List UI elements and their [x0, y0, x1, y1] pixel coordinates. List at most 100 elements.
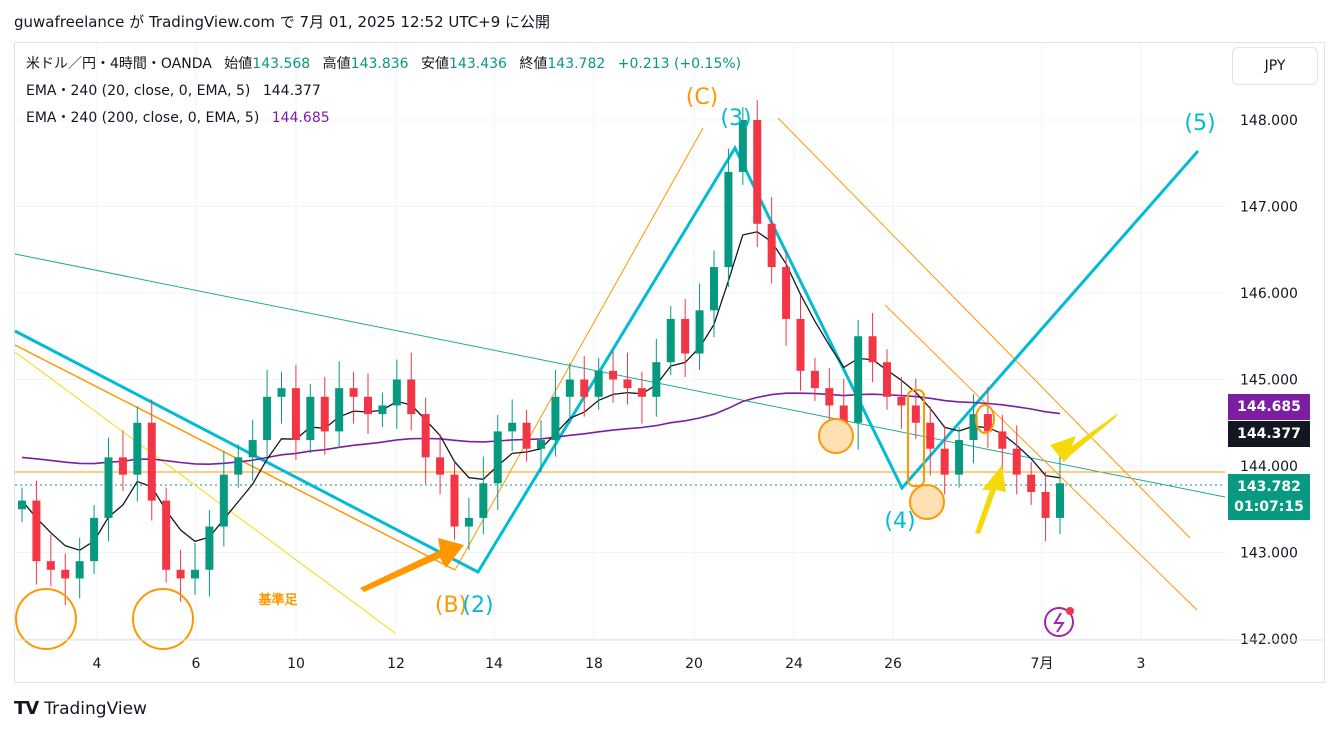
candle-body	[191, 569, 199, 579]
annotation-label: (C)	[686, 85, 719, 110]
legend-ema20: EMA・240 (20, close, 0, EMA, 5) 144.377	[26, 80, 321, 100]
arrow-icon	[1050, 413, 1118, 462]
candle-body	[421, 414, 430, 458]
candle-body	[911, 405, 920, 423]
candle-body	[897, 396, 906, 406]
x-tick-label: 18	[585, 656, 603, 672]
annotation-label: (3)	[720, 106, 751, 131]
candle-body	[666, 318, 675, 363]
last-price-tag: 143.782 01:07:15	[1228, 474, 1310, 520]
candle-body	[349, 388, 358, 397]
y-tick-label: 144.000	[1240, 459, 1298, 475]
ema20-value: 144.377	[262, 83, 321, 99]
candles	[18, 100, 1064, 606]
ema20-price-tag: 144.377	[1228, 421, 1310, 447]
annotation-lines	[14, 117, 1226, 634]
candle-countdown: 01:07:15	[1234, 499, 1304, 515]
candle-body	[537, 440, 545, 449]
descending-line	[884, 304, 1198, 611]
x-tick-label: 10	[287, 656, 305, 672]
candle-body	[104, 457, 113, 518]
candle-body	[263, 396, 272, 441]
wave-c-line	[454, 127, 704, 571]
x-tick-label: 24	[785, 656, 803, 672]
tradingview-logo-icon: TV	[14, 698, 39, 719]
marker-circle	[15, 588, 77, 650]
trend-line	[14, 253, 1226, 498]
candle-body	[18, 500, 26, 510]
candle-body	[392, 379, 401, 406]
legend-ohlc: 米ドル／円・4時間・OANDA 始値143.568 高値143.836 安値14…	[26, 53, 741, 73]
candle-body	[248, 440, 257, 458]
candle-body	[234, 457, 243, 475]
candle-body	[551, 396, 560, 441]
candle-body	[508, 422, 517, 432]
candle-body	[320, 396, 329, 432]
candle-body	[983, 414, 992, 432]
candle-body	[205, 526, 214, 570]
candle-body	[810, 370, 819, 389]
legend-open: 143.568	[252, 56, 311, 72]
candle-body	[46, 561, 55, 570]
last-price: 143.782	[1237, 479, 1301, 495]
candle-body	[940, 448, 949, 475]
candle-body	[580, 379, 589, 397]
candle-body	[1027, 474, 1036, 492]
candle-body	[162, 500, 171, 570]
candle-body	[623, 379, 632, 389]
candle-body	[522, 422, 531, 449]
candle-body	[407, 379, 416, 415]
elliott-wave-path	[14, 144, 1200, 574]
candle-body	[291, 388, 300, 441]
legend-symbol: 米ドル／円・4時間・OANDA	[26, 56, 212, 72]
candle-body	[825, 388, 834, 406]
candle-body	[1012, 448, 1021, 475]
legend-close-label: 終値	[519, 56, 548, 72]
candle-body	[753, 120, 762, 224]
annotation-label: (2)	[462, 593, 493, 618]
candle-body	[90, 517, 99, 562]
brand-name: TradingView	[44, 698, 147, 719]
marker-circle	[132, 588, 194, 650]
x-tick-label: 4	[93, 656, 102, 672]
y-tick-label: 145.000	[1240, 373, 1298, 389]
candle-body	[854, 336, 863, 423]
y-tick-label: 147.000	[1240, 200, 1298, 216]
marker-circle	[909, 484, 945, 520]
y-tick-label: 143.000	[1240, 546, 1298, 562]
candle-body	[364, 396, 372, 415]
candle-body	[868, 336, 877, 363]
candle-body	[738, 120, 747, 172]
candle-body	[450, 474, 459, 527]
legend-low-label: 安値	[421, 56, 450, 72]
ema20-label: EMA・240 (20, close, 0, EMA, 5)	[26, 83, 251, 99]
arrow-icon	[975, 465, 1006, 534]
x-tick-label: 12	[387, 656, 405, 672]
chart-frame[interactable]	[14, 42, 1325, 683]
publish-info: guwafreelance が TradingView.com で 7月 01,…	[14, 13, 551, 31]
legend-low: 143.436	[449, 56, 507, 72]
x-tick-label: 3	[1137, 656, 1146, 672]
annotation-label: 基準足	[257, 592, 298, 608]
candle-body	[147, 422, 156, 501]
candle-body	[479, 483, 488, 518]
candle-body	[609, 370, 618, 380]
y-tick-label: 146.000	[1240, 286, 1298, 302]
candle-body	[335, 388, 344, 432]
alert-badge	[1066, 607, 1074, 615]
currency-button[interactable]: JPY	[1232, 47, 1318, 85]
x-tick-label: 6	[192, 656, 201, 672]
candle-body	[998, 431, 1007, 449]
candle-body	[464, 517, 473, 527]
candle-body	[955, 440, 964, 475]
descending-line	[777, 117, 1191, 539]
candle-body	[637, 388, 646, 397]
candle-body	[133, 422, 142, 475]
footer-brand[interactable]: TV TradingView	[14, 698, 147, 719]
channel-line	[14, 351, 396, 634]
candle-body	[493, 431, 502, 484]
candle-body	[926, 422, 935, 449]
candle-body	[61, 569, 70, 579]
candle-body	[839, 405, 848, 423]
